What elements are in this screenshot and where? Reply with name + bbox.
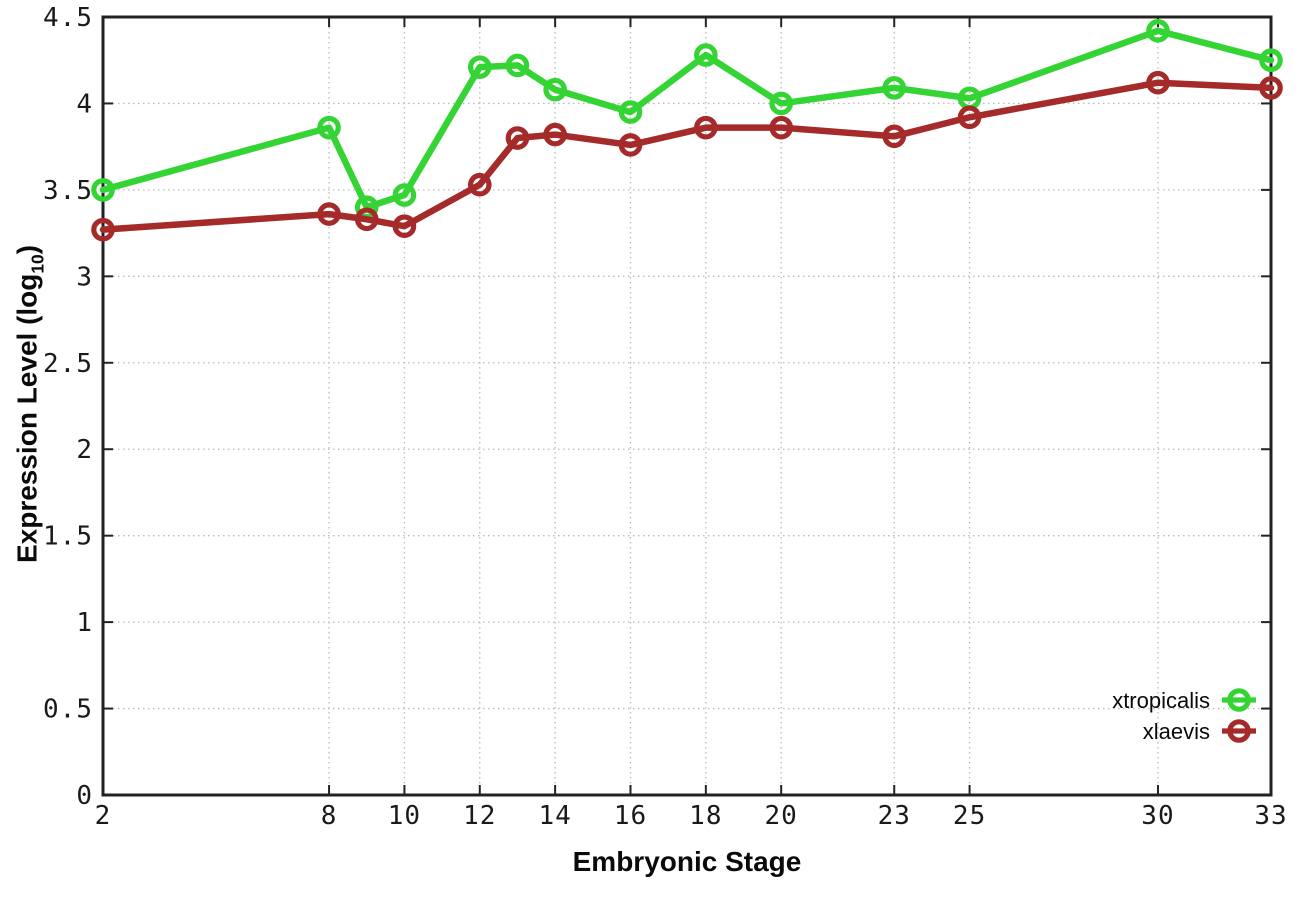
data-point-xtropicalis-stage-16 <box>618 100 643 124</box>
x-tick-label: 8 <box>321 801 338 831</box>
legend-label-xlaevis: xlaevis <box>1143 719 1210 744</box>
y-tick-label: 1 <box>76 608 93 638</box>
x-tick-label: 33 <box>1254 801 1287 831</box>
x-tick-label: 16 <box>614 801 647 831</box>
data-point-xlaevis-stage-9 <box>354 207 379 232</box>
data-point-xlaevis-stage-16 <box>618 133 643 157</box>
legend-label-xtropicalis: xtropicalis <box>1112 688 1210 713</box>
data-point-xtropicalis-stage-12 <box>467 55 492 79</box>
y-axis-title-text: Expression Level (log <box>11 273 43 564</box>
x-tick-label: 23 <box>878 801 911 831</box>
series-line-xlaevis <box>99 79 1275 233</box>
x-tick-label: 2 <box>95 801 112 831</box>
y-tick-label: 3.5 <box>43 176 93 206</box>
data-point-xtropicalis-stage-10 <box>392 183 417 207</box>
x-tick-label: 20 <box>765 801 798 831</box>
data-series <box>91 19 1283 242</box>
y-axis-title: Expression Level (log10) <box>12 245 49 563</box>
data-point-xtropicalis-stage-18 <box>694 43 718 67</box>
data-point-xlaevis-stage-30 <box>1146 70 1170 95</box>
y-tick-label: 2.5 <box>43 349 93 379</box>
x-tick-label: 25 <box>953 801 986 831</box>
data-point-xlaevis-stage-10 <box>392 214 417 238</box>
x-tick-label: 30 <box>1141 801 1174 831</box>
data-point-xlaevis-stage-33 <box>1259 76 1283 100</box>
data-point-xtropicalis-stage-14 <box>543 77 567 102</box>
data-point-xtropicalis-stage-33 <box>1259 48 1283 73</box>
y-tick-label: 3 <box>76 262 93 292</box>
x-tick-label: 14 <box>538 801 571 831</box>
x-tick-label: 12 <box>463 801 496 831</box>
data-point-xlaevis-stage-2 <box>91 217 115 242</box>
data-point-xlaevis-stage-13 <box>505 126 530 150</box>
x-tick-label: 18 <box>689 801 722 831</box>
legend-marker-xlaevis <box>1227 719 1251 743</box>
tick-labels: 2 8 10 12 14 16 18 20 23 25 30 33 0 0.5 1 1.5 2 2.5 3 3.5 4 4… <box>43 3 1287 831</box>
y-tick-label: 1.5 <box>43 522 93 552</box>
data-point-xlaevis-stage-14 <box>543 122 567 147</box>
data-point-xtropicalis-stage-2 <box>91 178 115 202</box>
y-axis-title-subscript: 10 <box>27 254 48 274</box>
y-tick-label: 4 <box>76 89 93 119</box>
x-tick-label: 10 <box>388 801 421 831</box>
y-axis-title-suffix: ) <box>11 244 43 255</box>
x-axis-title: Embryonic Stage <box>572 846 802 877</box>
data-point-xtropicalis-stage-13 <box>505 53 530 78</box>
legend: xtropicalis xlaevis <box>1112 688 1256 744</box>
y-tick-label: 0.5 <box>43 695 93 725</box>
data-point-xlaevis-stage-25 <box>957 105 982 130</box>
legend-marker-xtropicalis <box>1227 688 1251 712</box>
data-point-xtropicalis-stage-23 <box>882 76 907 100</box>
data-point-xlaevis-stage-23 <box>882 124 907 149</box>
data-point-xtropicalis-stage-20 <box>769 91 793 116</box>
data-point-xtropicalis-stage-30 <box>1146 19 1170 43</box>
data-point-xlaevis-stage-12 <box>467 172 492 197</box>
y-tick-label: 0 <box>76 781 93 811</box>
data-point-xlaevis-stage-8 <box>317 202 341 226</box>
series-line-xtropicalis <box>99 27 1275 211</box>
plot-border <box>101 15 1273 797</box>
y-tick-label: 4.5 <box>43 3 93 33</box>
data-point-xlaevis-stage-18 <box>694 115 718 140</box>
y-tick-label: 2 <box>76 435 93 465</box>
data-point-xtropicalis-stage-8 <box>317 115 341 140</box>
data-point-xlaevis-stage-20 <box>769 115 793 140</box>
